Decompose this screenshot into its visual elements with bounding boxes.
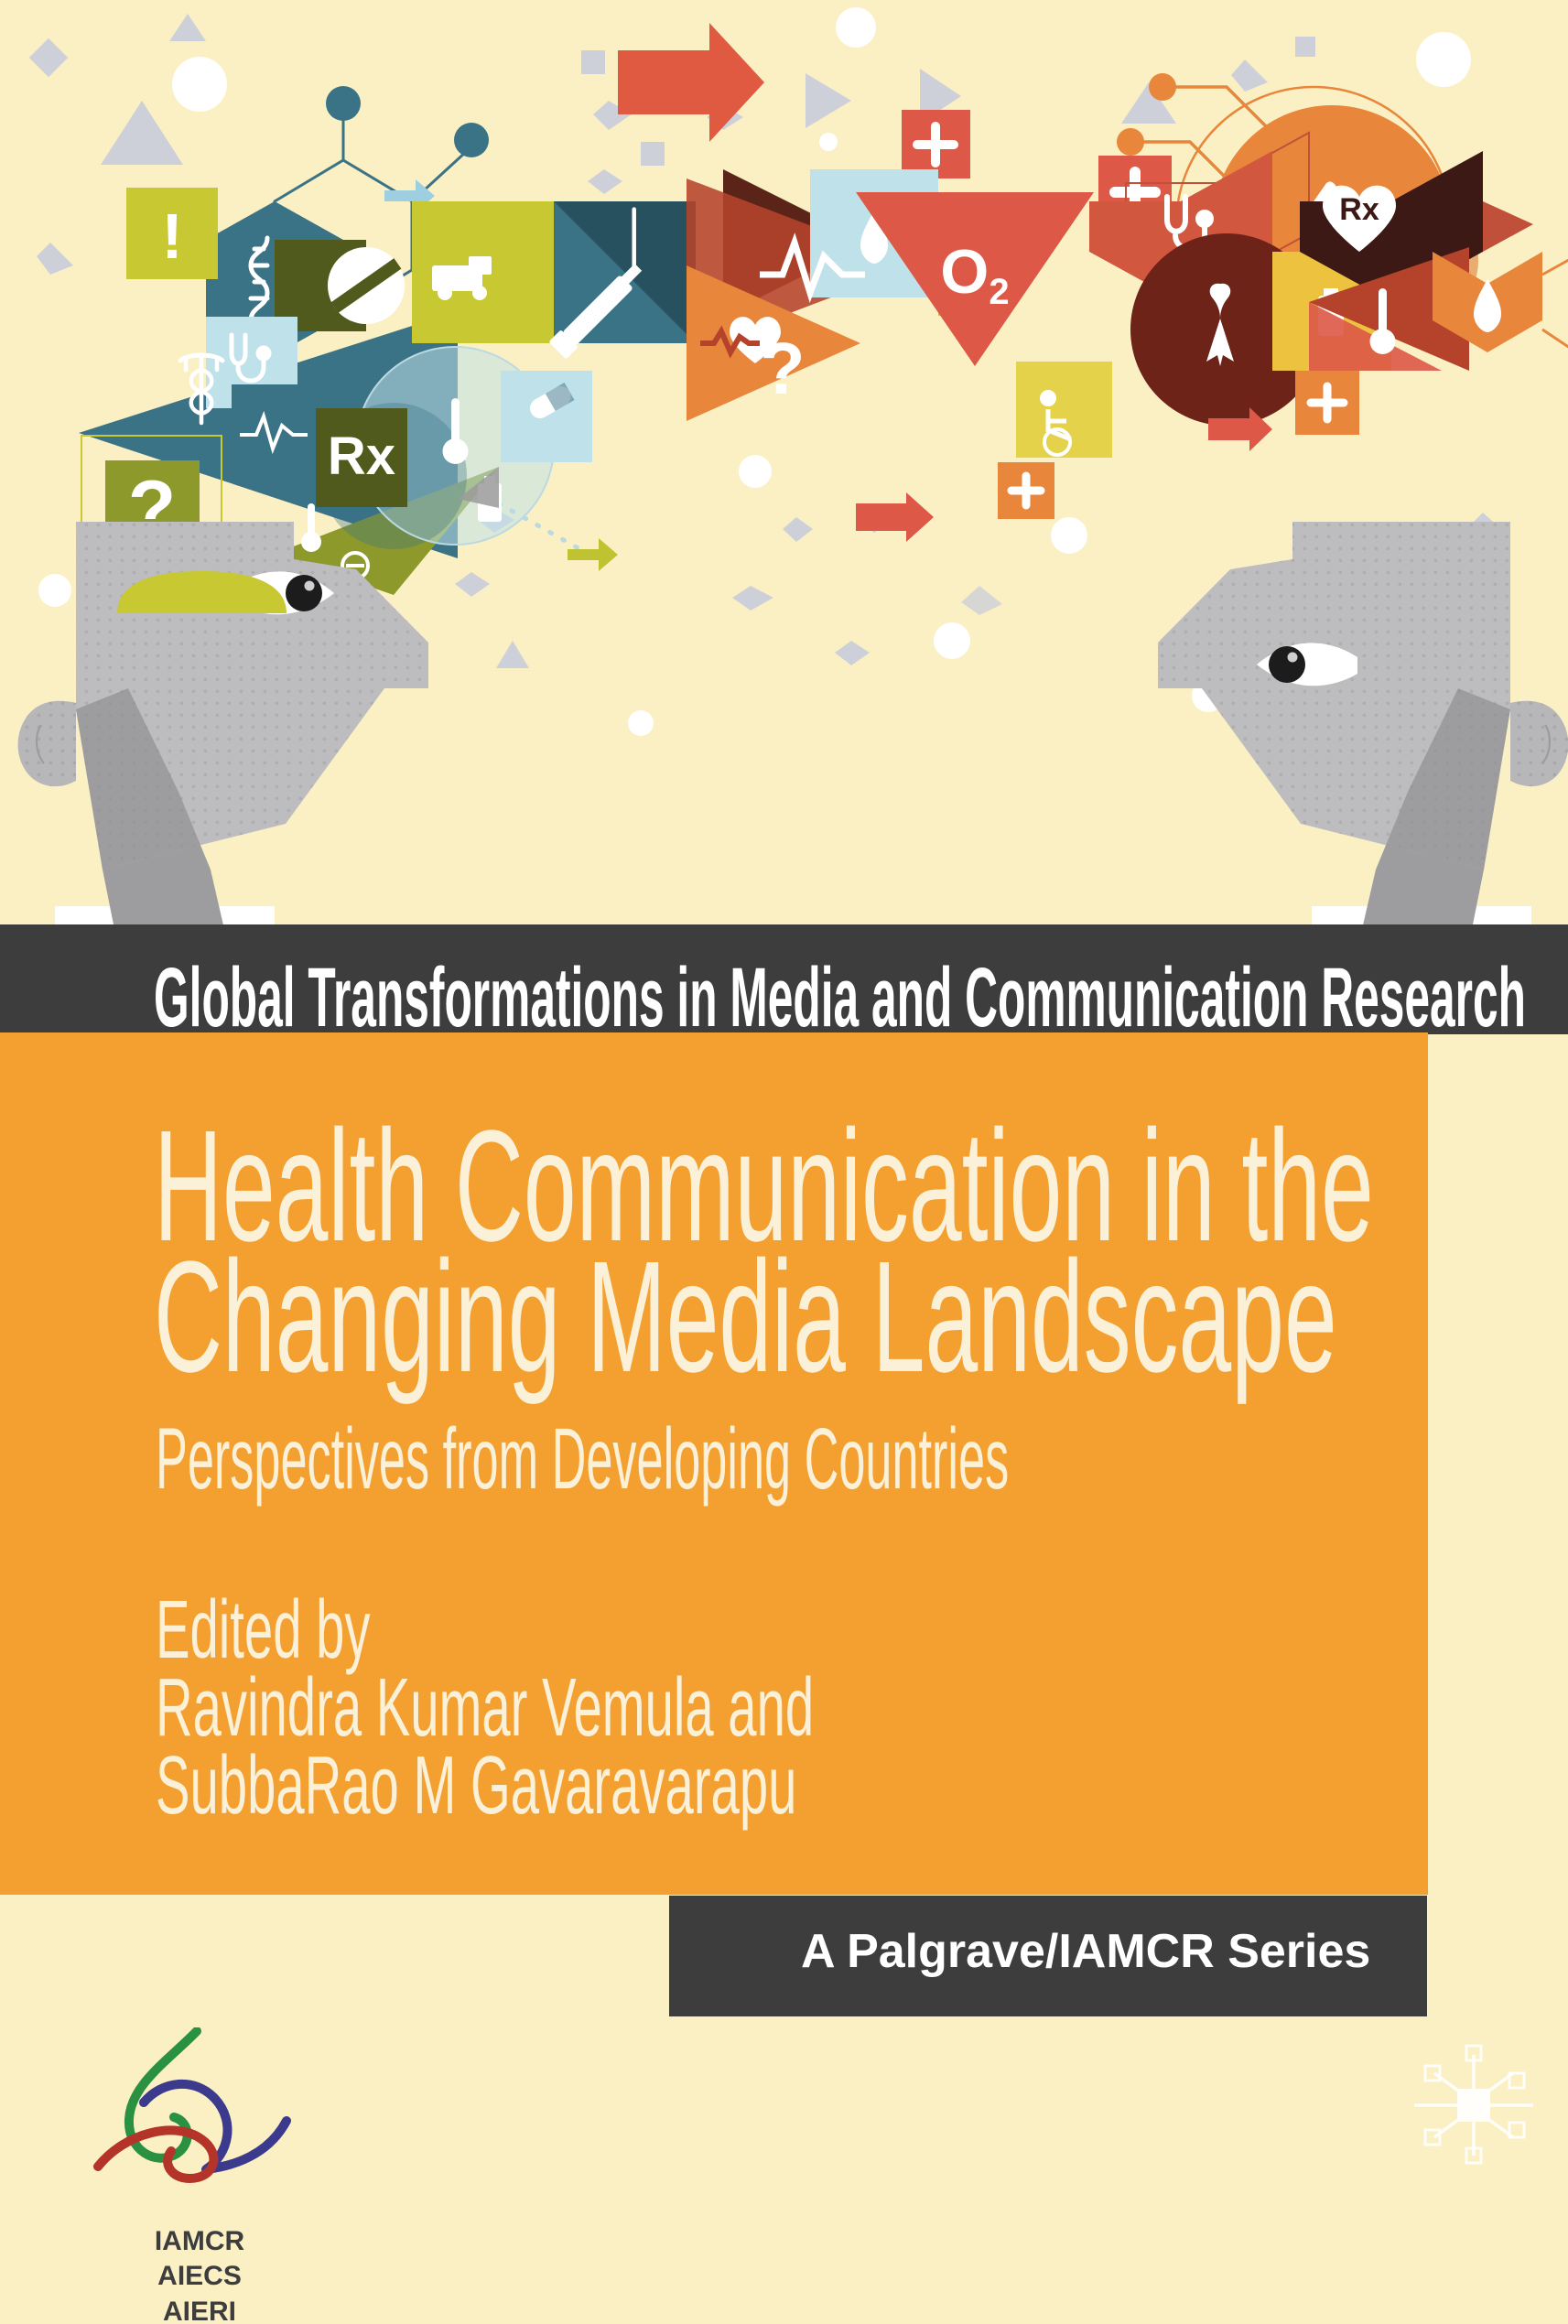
svg-text:!: ! bbox=[161, 200, 182, 272]
svg-text:?: ? bbox=[761, 328, 806, 409]
svg-text:Rx: Rx bbox=[328, 427, 395, 486]
svg-text:Rx: Rx bbox=[1339, 192, 1379, 227]
